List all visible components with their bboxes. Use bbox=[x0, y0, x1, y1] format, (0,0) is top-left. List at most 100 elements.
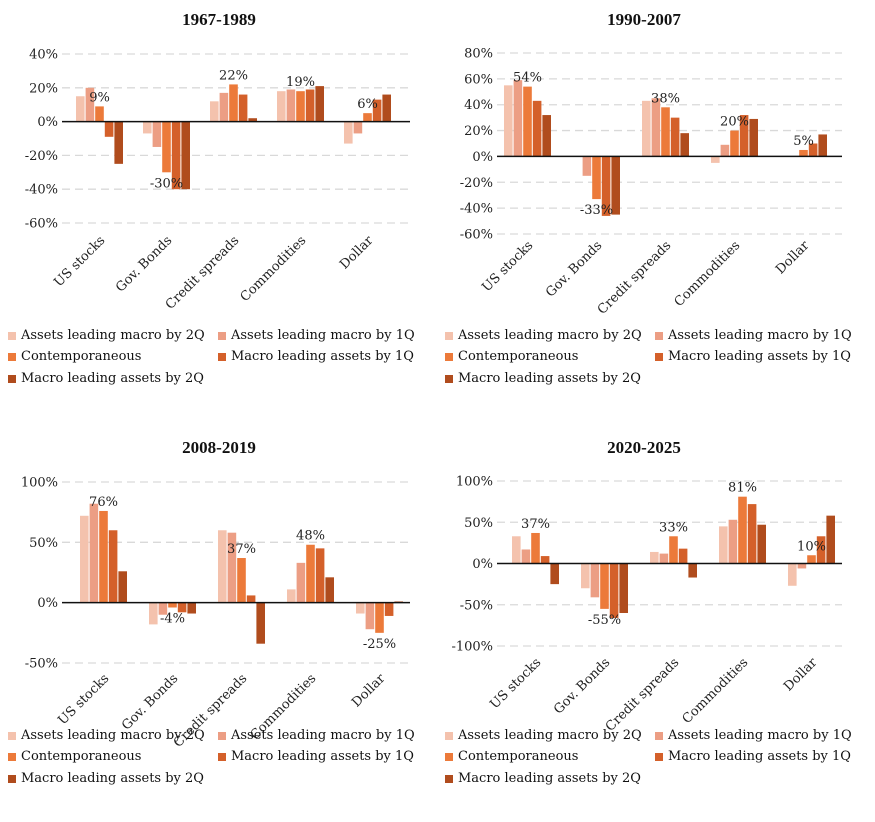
category-label: Credit spreads bbox=[595, 238, 674, 317]
legend-label: Macro leading assets by 1Q bbox=[231, 749, 414, 764]
y-tick-label: -20% bbox=[25, 149, 58, 164]
bar bbox=[325, 577, 334, 603]
bar bbox=[582, 156, 592, 176]
data-label: 37% bbox=[227, 542, 256, 557]
legend-label: Contemporaneous bbox=[458, 749, 579, 764]
bar bbox=[286, 89, 296, 122]
bar bbox=[581, 563, 590, 589]
y-tick-label: 60% bbox=[464, 72, 493, 87]
bar bbox=[277, 91, 286, 122]
legend-label: Macro leading assets by 2Q bbox=[21, 371, 204, 386]
legend-label: Contemporaneous bbox=[21, 349, 142, 364]
y-tick-label: -50% bbox=[25, 657, 58, 672]
chart-title: 2008-2019 bbox=[182, 438, 256, 457]
bar bbox=[219, 92, 229, 122]
legend-label: Macro leading assets by 1Q bbox=[231, 349, 414, 364]
bar bbox=[688, 563, 697, 578]
category-label: US stocks bbox=[487, 655, 544, 712]
bar bbox=[542, 115, 551, 157]
bar bbox=[95, 106, 104, 122]
bar bbox=[168, 602, 177, 608]
y-tick-label: 0% bbox=[37, 596, 58, 611]
y-tick-label: 20% bbox=[464, 124, 493, 139]
bar bbox=[162, 121, 171, 173]
data-label: 9% bbox=[89, 90, 110, 105]
legend-swatch bbox=[445, 374, 453, 383]
category-label: Gov. Bonds bbox=[119, 671, 181, 733]
y-tick-label: -60% bbox=[460, 228, 493, 243]
bar bbox=[650, 551, 659, 564]
bar bbox=[248, 118, 257, 122]
bar bbox=[797, 563, 807, 569]
chart-svg: 2008-2019 100% 50% 0% -50% 76% -4% 37% 48% -25%… bbox=[21, 438, 410, 751]
bar bbox=[521, 549, 531, 564]
chart-svg: 1990-2007 80% 60% 40% 20% 0% -20% -40% -60% 54%… bbox=[460, 10, 842, 318]
legend-label: Macro leading assets by 1Q bbox=[668, 349, 851, 364]
y-tick-label: 0% bbox=[472, 557, 493, 572]
legend-label: Macro leading assets by 1Q bbox=[668, 749, 851, 764]
bar bbox=[550, 563, 559, 585]
bar bbox=[818, 134, 827, 157]
data-label: 81% bbox=[728, 481, 757, 496]
legend-label: Assets leading macro by 2Q bbox=[21, 328, 205, 343]
chart-svg: 1967-1989 40% 20% 0% -20% -40% -60% 9% -30% 22%… bbox=[25, 10, 410, 313]
bar bbox=[609, 563, 619, 618]
legend-swatch bbox=[655, 352, 663, 361]
bar bbox=[246, 595, 256, 603]
bar bbox=[384, 602, 394, 616]
bar bbox=[118, 571, 127, 603]
legend-item: Contemporaneous bbox=[8, 749, 141, 764]
category-label: US stocks bbox=[55, 671, 112, 728]
data-label: 22% bbox=[219, 68, 248, 83]
data-label: 5% bbox=[793, 134, 814, 149]
y-tick-label: 40% bbox=[464, 98, 493, 113]
category-label: Gov. Bonds bbox=[113, 233, 175, 295]
bar bbox=[256, 602, 265, 644]
data-label: -4% bbox=[160, 611, 185, 626]
data-label: 33% bbox=[659, 520, 688, 535]
chart-svg: 2020-2025 100% 50% 0% -50% -100% 37% -55% 33% 8… bbox=[451, 438, 842, 735]
legend-item: Macro leading assets by 1Q bbox=[218, 349, 414, 364]
legend-swatch bbox=[445, 331, 453, 340]
bar bbox=[158, 602, 168, 615]
bar bbox=[788, 563, 797, 586]
bar bbox=[816, 536, 826, 564]
legend-swatch bbox=[8, 352, 16, 361]
category-label: Credit spreads bbox=[603, 655, 682, 734]
bar bbox=[659, 553, 669, 564]
bar bbox=[592, 156, 601, 200]
bar bbox=[540, 556, 550, 564]
legend-swatch bbox=[8, 331, 16, 340]
legend-item: Macro leading assets by 1Q bbox=[655, 749, 851, 764]
legend-swatch bbox=[655, 731, 663, 740]
data-label: 20% bbox=[720, 115, 749, 130]
bar bbox=[287, 589, 296, 603]
y-tick-label: -40% bbox=[25, 183, 58, 198]
legend-swatch bbox=[8, 774, 16, 783]
legend-item: Assets leading macro by 2Q bbox=[8, 728, 205, 743]
legend-swatch bbox=[218, 752, 226, 761]
y-tick-label: 100% bbox=[456, 475, 493, 490]
bar bbox=[808, 143, 818, 157]
data-label: 76% bbox=[89, 495, 118, 510]
bar bbox=[807, 555, 816, 564]
bar bbox=[728, 519, 738, 564]
legend-label: Macro leading assets by 2Q bbox=[458, 371, 641, 386]
bar bbox=[720, 144, 730, 157]
data-label: 37% bbox=[521, 517, 550, 532]
legend-swatch bbox=[655, 331, 663, 340]
legend-item: Macro leading assets by 1Q bbox=[655, 349, 851, 364]
legend-swatch bbox=[655, 752, 663, 761]
legend-label: Contemporaneous bbox=[458, 349, 579, 364]
category-label: Commodities bbox=[680, 655, 752, 727]
bar bbox=[512, 536, 521, 564]
bar bbox=[749, 118, 758, 157]
legend-label: Assets leading macro by 2Q bbox=[458, 728, 642, 743]
bar bbox=[76, 96, 85, 122]
data-label: 10% bbox=[797, 539, 826, 554]
legend-swatch bbox=[218, 352, 226, 361]
category-label: Dollar bbox=[349, 671, 389, 711]
legend-label: Macro leading assets by 2Q bbox=[458, 771, 641, 786]
y-tick-label: 0% bbox=[37, 115, 58, 130]
data-label: -25% bbox=[363, 637, 396, 652]
